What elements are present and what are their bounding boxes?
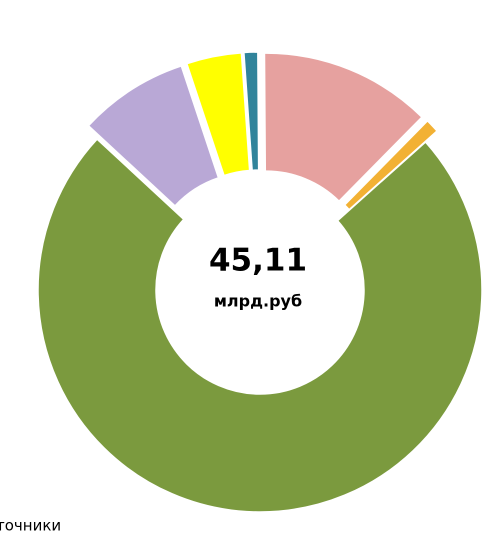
slice — [263, 52, 423, 203]
donut — [37, 51, 483, 513]
note: точники — [0, 517, 61, 534]
slice — [185, 52, 251, 177]
slice — [37, 138, 483, 513]
slice — [87, 64, 220, 207]
center-unit: млрд.руб — [214, 292, 302, 311]
slice — [243, 51, 260, 172]
center-value: 45,11 — [209, 243, 307, 279]
